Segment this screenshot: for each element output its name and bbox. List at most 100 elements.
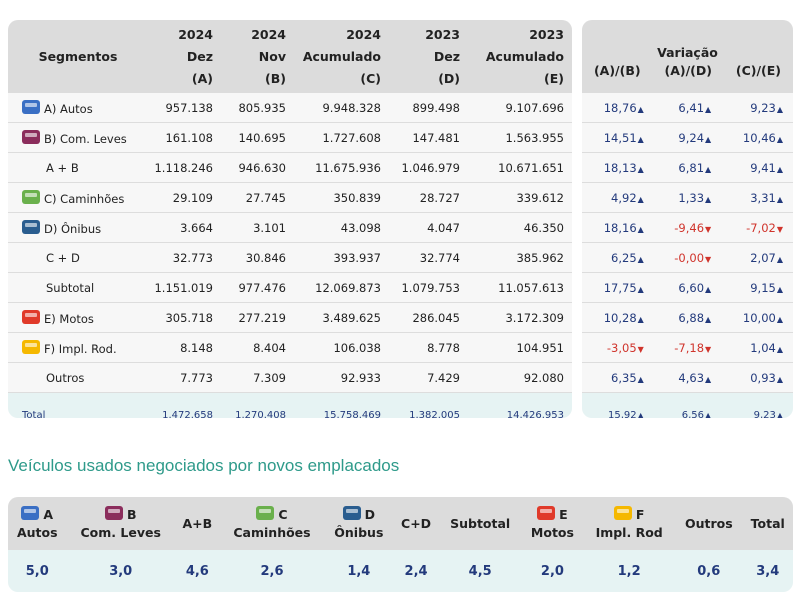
- value-cell: 305.718: [148, 302, 221, 333]
- emplacamentos-table-panel: Segmentos 2024 Dez (A) 2024 Nov (B) 2024 Acum…: [8, 20, 572, 418]
- usados-label: C+D: [401, 515, 432, 531]
- variation-value: 6,25: [611, 250, 637, 265]
- variation-value: 6,56: [681, 410, 705, 418]
- value-cell: 32.774: [389, 242, 468, 273]
- arrow-up-icon: ▲: [776, 164, 783, 174]
- table-row: A + B 1.118.246 946.630 11.675.936 1.046.979…: [8, 152, 572, 183]
- segment-name: Total: [22, 410, 46, 418]
- usados-header-7: E Motos: [522, 497, 584, 550]
- arrow-up-icon: ▲: [705, 284, 712, 294]
- value-cell: 27.745: [221, 182, 294, 213]
- value-cell: 286.045: [389, 302, 468, 333]
- variation-cell: 9,24▲: [653, 122, 722, 153]
- arrow-up-icon: ▲: [776, 411, 783, 418]
- usados-value: 2,6: [219, 550, 325, 592]
- variation-row: 6,35▲ 4,63▲ 0,93▲: [582, 362, 793, 393]
- usados-label: Impl. Rod: [595, 524, 663, 540]
- usados-value: 3,0: [66, 550, 175, 592]
- usados-value: 1,4: [324, 550, 394, 592]
- arrow-up-icon: ▲: [637, 374, 644, 384]
- arrow-up-icon: ▲: [637, 284, 644, 294]
- bus-icon: [22, 219, 40, 234]
- variation-cell: 17,75▲: [582, 272, 654, 303]
- value-cell: 8.404: [221, 332, 294, 363]
- variation-cell: -0,00▼: [653, 242, 722, 273]
- segment-label: C + D: [8, 242, 148, 273]
- variation-row: 18,16▲ -9,46▼ -7,02▼: [582, 212, 793, 243]
- value-cell: 11.057.613: [468, 272, 572, 303]
- value-cell: 104.951: [468, 332, 572, 363]
- variation-row: 18,13▲ 6,81▲ 9,41▲: [582, 152, 793, 183]
- usados-value: 0,6: [675, 550, 743, 592]
- trailer-icon: [613, 505, 632, 520]
- variation-value: 6,88: [678, 310, 705, 325]
- header-2024-nov: 2024 Nov (B): [251, 26, 286, 86]
- usados-value: 4,6: [174, 550, 220, 592]
- segment-label: Outros: [8, 362, 148, 393]
- arrow-up-icon: ▲: [637, 164, 644, 174]
- total-variation-row: 15,92▲ 6,56▲ 9,23▲: [582, 392, 793, 418]
- arrow-up-icon: ▲: [776, 374, 783, 384]
- value-cell: 32.773: [148, 242, 221, 273]
- variation-value: 18,13: [603, 160, 637, 175]
- variation-cell: 6,60▲: [653, 272, 722, 303]
- variation-value: 1,04: [750, 340, 776, 355]
- value-cell: 4.047: [389, 212, 468, 243]
- header-2023-dez: 2023 Dez (D): [425, 26, 460, 86]
- variation-value: 18,16: [603, 220, 637, 235]
- variation-value: 3,31: [750, 190, 776, 205]
- value-cell: 1.079.753: [389, 272, 468, 303]
- variation-cell: 14,51▲: [582, 122, 654, 153]
- usados-letter: C: [278, 506, 288, 522]
- usados-letter: F: [635, 506, 645, 522]
- variation-row: 10,28▲ 6,88▲ 10,00▲: [582, 302, 793, 333]
- car-icon: [21, 505, 40, 520]
- segment-name: E) Motos: [44, 311, 94, 326]
- variation-value: 9,23: [753, 410, 776, 418]
- arrow-up-icon: ▲: [776, 134, 783, 144]
- truck-icon: [22, 189, 40, 204]
- value-cell: 140.695: [221, 122, 294, 153]
- segment-label: C) Caminhões: [8, 182, 148, 213]
- value-cell: 1.118.246: [148, 152, 221, 183]
- variation-cell: 6,25▲: [582, 242, 654, 273]
- total-row: Total 1.472.658 1.270.408 15.758.469 1.382.0…: [8, 392, 572, 418]
- variation-value: 10,28: [603, 310, 637, 325]
- variation-value: 4,92: [611, 190, 637, 205]
- value-cell: 161.108: [148, 122, 221, 153]
- value-cell: 3.664: [148, 212, 221, 243]
- variation-row: -3,05▼ -7,18▼ 1,04▲: [582, 332, 793, 363]
- arrow-down-icon: ▼: [705, 344, 712, 354]
- usados-table: A Autos B Com. Leves A+B C Caminhões D Ônibus C+D…: [8, 497, 793, 592]
- usados-letter: D: [364, 506, 376, 522]
- variation-cell: 18,13▲: [582, 152, 654, 183]
- usados-header-10: Total: [743, 497, 794, 550]
- value-cell: 92.080: [468, 362, 572, 393]
- header-a-b: (A)/(B): [593, 62, 641, 78]
- header-c-e: (C)/(E): [735, 62, 782, 78]
- variation-value: 18,76: [603, 100, 637, 115]
- van-icon: [104, 505, 123, 520]
- variation-cell: -9,46▼: [653, 212, 722, 243]
- variation-cell: 10,00▲: [721, 302, 793, 333]
- value-cell: 7.309: [221, 362, 294, 393]
- value-cell: 3.489.625: [294, 302, 389, 333]
- value-cell: 92.933: [294, 362, 389, 393]
- segment-name: C) Caminhões: [44, 191, 125, 206]
- usados-letter: E: [559, 506, 568, 522]
- value-cell: 10.671.651: [468, 152, 572, 183]
- segment-name: C + D: [46, 250, 80, 265]
- variation-cell: 6,35▲: [582, 362, 654, 393]
- value-cell: 946.630: [221, 152, 294, 183]
- value-cell: 106.038: [294, 332, 389, 363]
- usados-header-6: Subtotal: [439, 497, 522, 550]
- usados-label: Outros: [684, 515, 733, 531]
- value-cell: 8.148: [148, 332, 221, 363]
- usados-table-panel: A Autos B Com. Leves A+B C Caminhões D Ônibus C+D…: [8, 497, 793, 592]
- variation-cell: 1,04▲: [721, 332, 793, 363]
- usados-value: 1,2: [583, 550, 676, 592]
- variation-cell: 18,16▲: [582, 212, 654, 243]
- arrow-up-icon: ▲: [776, 104, 783, 114]
- value-cell: 30.846: [221, 242, 294, 273]
- usados-value: 2,0: [521, 550, 584, 592]
